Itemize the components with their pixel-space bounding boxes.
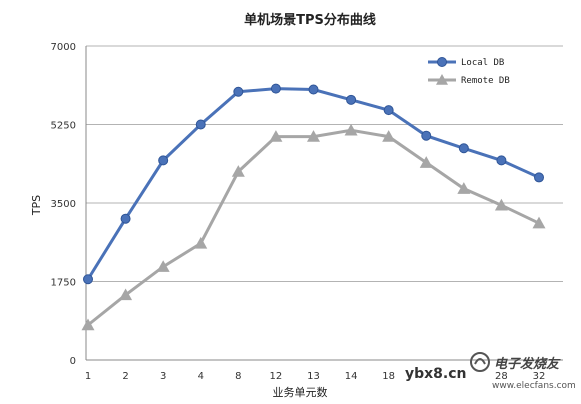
x-tick-1: 1 — [85, 371, 91, 382]
series-layer — [81, 83, 546, 331]
y-axis-label: TPS — [30, 195, 43, 216]
x-tick-32: 32 — [533, 371, 546, 382]
point-1-5 — [269, 130, 283, 142]
legend-marker-1 — [436, 74, 448, 85]
watermark-url: www.elecfans.com — [492, 381, 576, 391]
point-1-11 — [494, 198, 508, 211]
point-0-6 — [308, 84, 319, 95]
point-1-7 — [344, 123, 358, 136]
legend-label-0: Local DB — [461, 58, 504, 68]
series-0 — [83, 83, 544, 285]
x-tick-8: 8 — [235, 371, 241, 382]
x-tick-4: 4 — [198, 371, 204, 382]
point-0-4 — [233, 86, 244, 97]
point-0-3 — [195, 119, 206, 130]
x-tick-labels: 1 2 3 4 8 12 13 14 18 28 32 — [85, 371, 546, 382]
point-1-10 — [457, 182, 471, 194]
x-tick-28: 28 — [495, 371, 508, 382]
series-1 — [81, 123, 546, 331]
x-tick-18: 18 — [382, 371, 395, 382]
watermark-brand: 电子发烧友 — [494, 356, 561, 372]
point-0-11 — [496, 155, 507, 166]
legend-label-1: Remote DB — [461, 76, 510, 86]
point-1-2 — [156, 260, 170, 272]
watermark-site: ybx8.cn — [405, 366, 467, 382]
point-0-12 — [534, 172, 544, 183]
point-0-7 — [346, 94, 357, 105]
point-1-3 — [194, 236, 208, 249]
y-tick-1750: 1750 — [51, 278, 76, 289]
y-tick-0: 0 — [70, 356, 76, 367]
legend-marker-0 — [437, 57, 447, 67]
point-1-8 — [382, 130, 396, 142]
x-tick-14: 14 — [345, 371, 358, 382]
point-0-8 — [383, 105, 394, 116]
watermark-brand-logo: 电子发烧友 www.elecfans.com — [470, 352, 576, 391]
point-0-5 — [270, 83, 281, 94]
point-1-4 — [231, 165, 245, 177]
point-1-1 — [119, 288, 133, 301]
x-tick-13: 13 — [307, 371, 320, 382]
x-axis-label: 业务单元数 — [273, 386, 328, 399]
x-tick-2: 2 — [122, 371, 128, 382]
series-line-1 — [87, 128, 540, 327]
point-0-2 — [158, 155, 169, 166]
legend: Local DB Remote DB — [428, 57, 510, 86]
x-tick-12: 12 — [270, 371, 283, 382]
point-0-9 — [421, 130, 432, 141]
grid-lines — [86, 45, 563, 282]
point-0-1 — [120, 213, 131, 224]
y-tick-5250: 5250 — [51, 121, 76, 132]
y-tick-3500: 3500 — [51, 199, 76, 210]
point-1-12 — [532, 216, 546, 229]
chart-title: 单机场景TPS分布曲线 — [244, 12, 376, 28]
point-1-6 — [307, 130, 320, 142]
series-line-0 — [86, 87, 540, 281]
y-tick-7000: 7000 — [51, 42, 76, 53]
point-1-9 — [419, 156, 433, 168]
point-0-10 — [458, 143, 469, 154]
y-tick-labels: 0 1750 3500 5250 7000 — [51, 42, 76, 367]
watermark: ybx8.cn 电子发烧友 www.elecfans.com — [405, 352, 576, 391]
point-1-0 — [81, 318, 95, 331]
x-tick-3: 3 — [160, 371, 166, 382]
point-0-0 — [83, 274, 93, 285]
